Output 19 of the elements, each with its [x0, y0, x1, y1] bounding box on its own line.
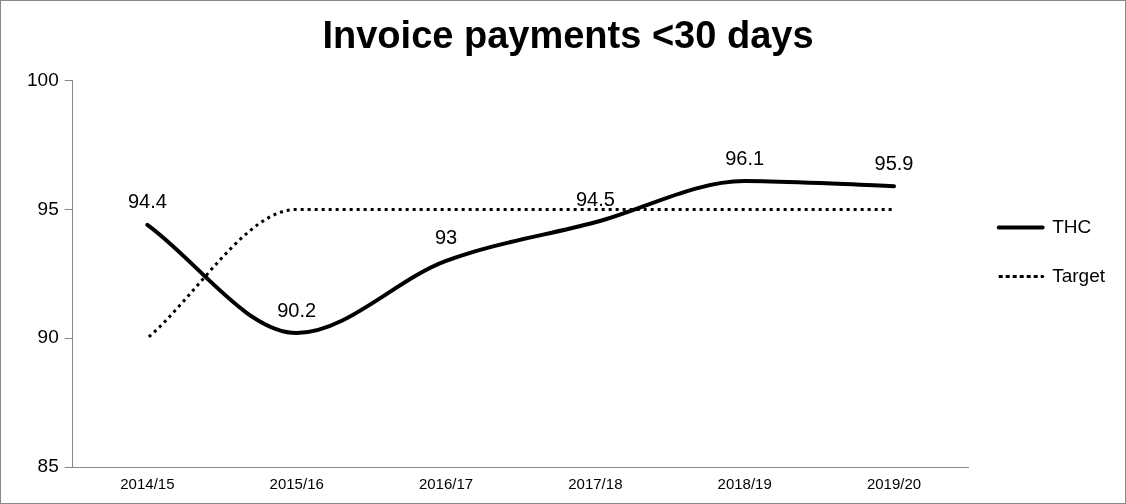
y-tick-label: 100: [27, 68, 59, 90]
data-label: 94.4: [127, 190, 167, 213]
legend-label: THC: [1052, 215, 1092, 237]
data-label: 95.9: [874, 151, 914, 174]
chart-title: Invoice payments <30 days: [322, 14, 814, 57]
data-label: 90.2: [277, 298, 317, 321]
legend-label: Target: [1052, 264, 1106, 286]
x-tick-label: 2018/19: [717, 475, 772, 493]
x-tick-label: 2016/17: [418, 475, 474, 493]
y-tick-label: 85: [37, 455, 59, 477]
x-tick-label: 2014/15: [120, 475, 175, 493]
y-tick-label: 95: [37, 197, 59, 219]
y-tick-label: 90: [37, 326, 59, 348]
x-tick-label: 2015/16: [269, 475, 324, 493]
x-tick-label: 2017/18: [568, 475, 623, 493]
data-label: 93: [434, 226, 458, 249]
data-label: 94.5: [575, 187, 615, 210]
data-label: 96.1: [725, 146, 765, 169]
x-tick-label: 2019/20: [866, 475, 922, 493]
